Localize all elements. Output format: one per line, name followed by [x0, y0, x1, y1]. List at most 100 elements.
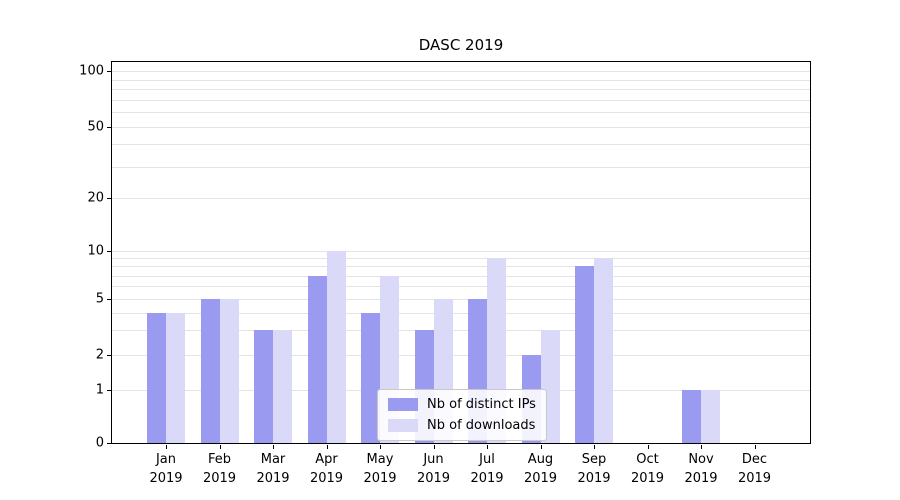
bar-nb-of-downloads-apr — [326, 251, 346, 443]
x-tick-year-feb: 2019 — [202, 471, 237, 486]
x-tick-year-dec: 2019 — [737, 471, 772, 486]
bar-nb-of-distinct-ips-may — [361, 312, 380, 443]
x-tick-year-nov: 2019 — [684, 471, 718, 486]
x-tick-year-jan: 2019 — [149, 471, 183, 486]
x-tick-month-jul: Jul — [479, 452, 495, 467]
gridline-y-50 — [112, 127, 810, 128]
x-tick-mark-jun — [433, 445, 435, 449]
y-tick-mark-2 — [107, 355, 111, 356]
gridline-y-100 — [112, 71, 810, 72]
gridline-y-5 — [112, 299, 810, 300]
x-tick-year-apr: 2019 — [309, 471, 344, 486]
legend: Nb of distinct IPs Nb of downloads — [377, 389, 547, 441]
x-tick-label-feb: Feb 2019 — [188, 450, 252, 488]
x-tick-year-jun: 2019 — [416, 471, 451, 486]
bar-nb-of-distinct-ips-apr — [307, 275, 327, 443]
y-tick-mark-100 — [107, 71, 111, 72]
y-tick-label-50: 50 — [87, 119, 104, 135]
y-tick-mark-0 — [107, 443, 111, 444]
gridline-y-2 — [112, 355, 810, 356]
legend-item-downloads: Nb of downloads — [388, 418, 536, 433]
bar-nb-of-downloads-feb — [219, 299, 239, 443]
bar-nb-of-distinct-ips-jan — [147, 312, 166, 443]
gridline-y-80 — [112, 89, 810, 91]
x-tick-mark-jul — [487, 445, 488, 449]
x-tick-mark-may — [380, 445, 381, 449]
bar-nb-of-distinct-ips-feb — [200, 299, 220, 443]
gridline-y-30 — [112, 166, 810, 168]
x-tick-mark-apr — [326, 445, 328, 449]
x-tick-year-aug: 2019 — [523, 471, 558, 486]
x-tick-month-jan: Jan — [155, 452, 177, 467]
y-tick-label-1: 1 — [95, 382, 104, 398]
x-tick-mark-aug — [540, 445, 542, 449]
x-tick-mark-oct — [647, 445, 649, 449]
y-tick-label-10: 10 — [87, 243, 104, 259]
x-tick-month-jun: Jun — [423, 452, 444, 467]
x-tick-label-jul: Jul 2019 — [455, 450, 519, 488]
plot-area: Nb of distinct IPs Nb of downloads — [111, 61, 811, 444]
bar-nb-of-distinct-ips-mar — [254, 330, 273, 443]
x-tick-label-dec: Dec 2019 — [723, 450, 787, 488]
x-tick-month-oct: Oct — [636, 452, 659, 467]
gridline-y-90 — [112, 79, 810, 81]
x-tick-year-sep: 2019 — [577, 471, 611, 486]
x-tick-year-may: 2019 — [363, 471, 397, 486]
x-tick-month-mar: Mar — [260, 452, 286, 467]
bar-nb-of-downloads-mar — [273, 330, 292, 443]
y-tick-mark-50 — [107, 127, 111, 128]
y-tick-mark-20 — [107, 198, 111, 199]
y-tick-mark-10 — [107, 251, 111, 252]
x-tick-year-mar: 2019 — [256, 471, 290, 486]
legend-swatch-downloads — [388, 419, 418, 432]
x-tick-label-mar: Mar 2019 — [241, 450, 305, 488]
bar-nb-of-distinct-ips-nov — [682, 390, 701, 443]
bar-nb-of-downloads-nov — [701, 390, 720, 443]
y-tick-label-100: 100 — [79, 63, 104, 79]
x-tick-month-sep: Sep — [581, 452, 607, 467]
gridline-y-40 — [112, 144, 810, 146]
gridline-y-4 — [112, 312, 810, 314]
y-tick-label-20: 20 — [87, 190, 104, 206]
x-tick-month-may: May — [366, 452, 394, 467]
x-tick-label-jan: Jan 2019 — [134, 450, 198, 488]
gridline-y-60 — [112, 112, 810, 114]
gridline-y-20 — [112, 198, 810, 199]
x-tick-label-aug: Aug 2019 — [509, 450, 573, 488]
y-tick-label-0: 0 — [95, 435, 104, 451]
y-tick-label-5: 5 — [95, 291, 104, 307]
bar-nb-of-distinct-ips-sep — [575, 266, 594, 443]
x-tick-label-jun: Jun 2019 — [402, 450, 466, 488]
legend-label-distinct-ips: Nb of distinct IPs — [427, 397, 536, 412]
y-tick-mark-5 — [107, 299, 111, 300]
gridline-y-7 — [112, 275, 810, 277]
bar-nb-of-downloads-jan — [166, 312, 185, 443]
legend-item-distinct-ips: Nb of distinct IPs — [388, 397, 536, 412]
gridline-y-3 — [112, 330, 810, 332]
x-tick-mark-nov — [701, 445, 702, 449]
legend-label-downloads: Nb of downloads — [427, 418, 536, 433]
x-tick-mark-dec — [754, 445, 756, 449]
chart-title: DASC 2019 — [418, 36, 504, 54]
legend-swatch-distinct-ips — [388, 398, 418, 411]
gridline-y-10 — [112, 251, 810, 252]
x-tick-mark-sep — [594, 445, 595, 449]
x-tick-month-aug: Aug — [527, 452, 554, 467]
x-tick-label-may: May 2019 — [348, 450, 412, 488]
gridline-y-70 — [112, 99, 810, 101]
gridline-y-8 — [112, 266, 810, 268]
y-tick-label-2: 2 — [95, 347, 104, 363]
x-tick-month-feb: Feb — [207, 452, 232, 467]
bar-nb-of-downloads-sep — [594, 258, 613, 443]
x-tick-mark-feb — [219, 445, 221, 449]
x-tick-year-jul: 2019 — [470, 471, 504, 486]
x-tick-month-apr: Apr — [315, 452, 338, 467]
x-tick-label-apr: Apr 2019 — [295, 450, 359, 488]
y-tick-mark-1 — [107, 390, 111, 391]
x-tick-mark-mar — [273, 445, 274, 449]
x-tick-label-nov: Nov 2019 — [669, 450, 733, 488]
x-tick-month-nov: Nov — [688, 452, 714, 467]
x-tick-label-oct: Oct 2019 — [616, 450, 680, 488]
gridline-y-6 — [112, 286, 810, 288]
